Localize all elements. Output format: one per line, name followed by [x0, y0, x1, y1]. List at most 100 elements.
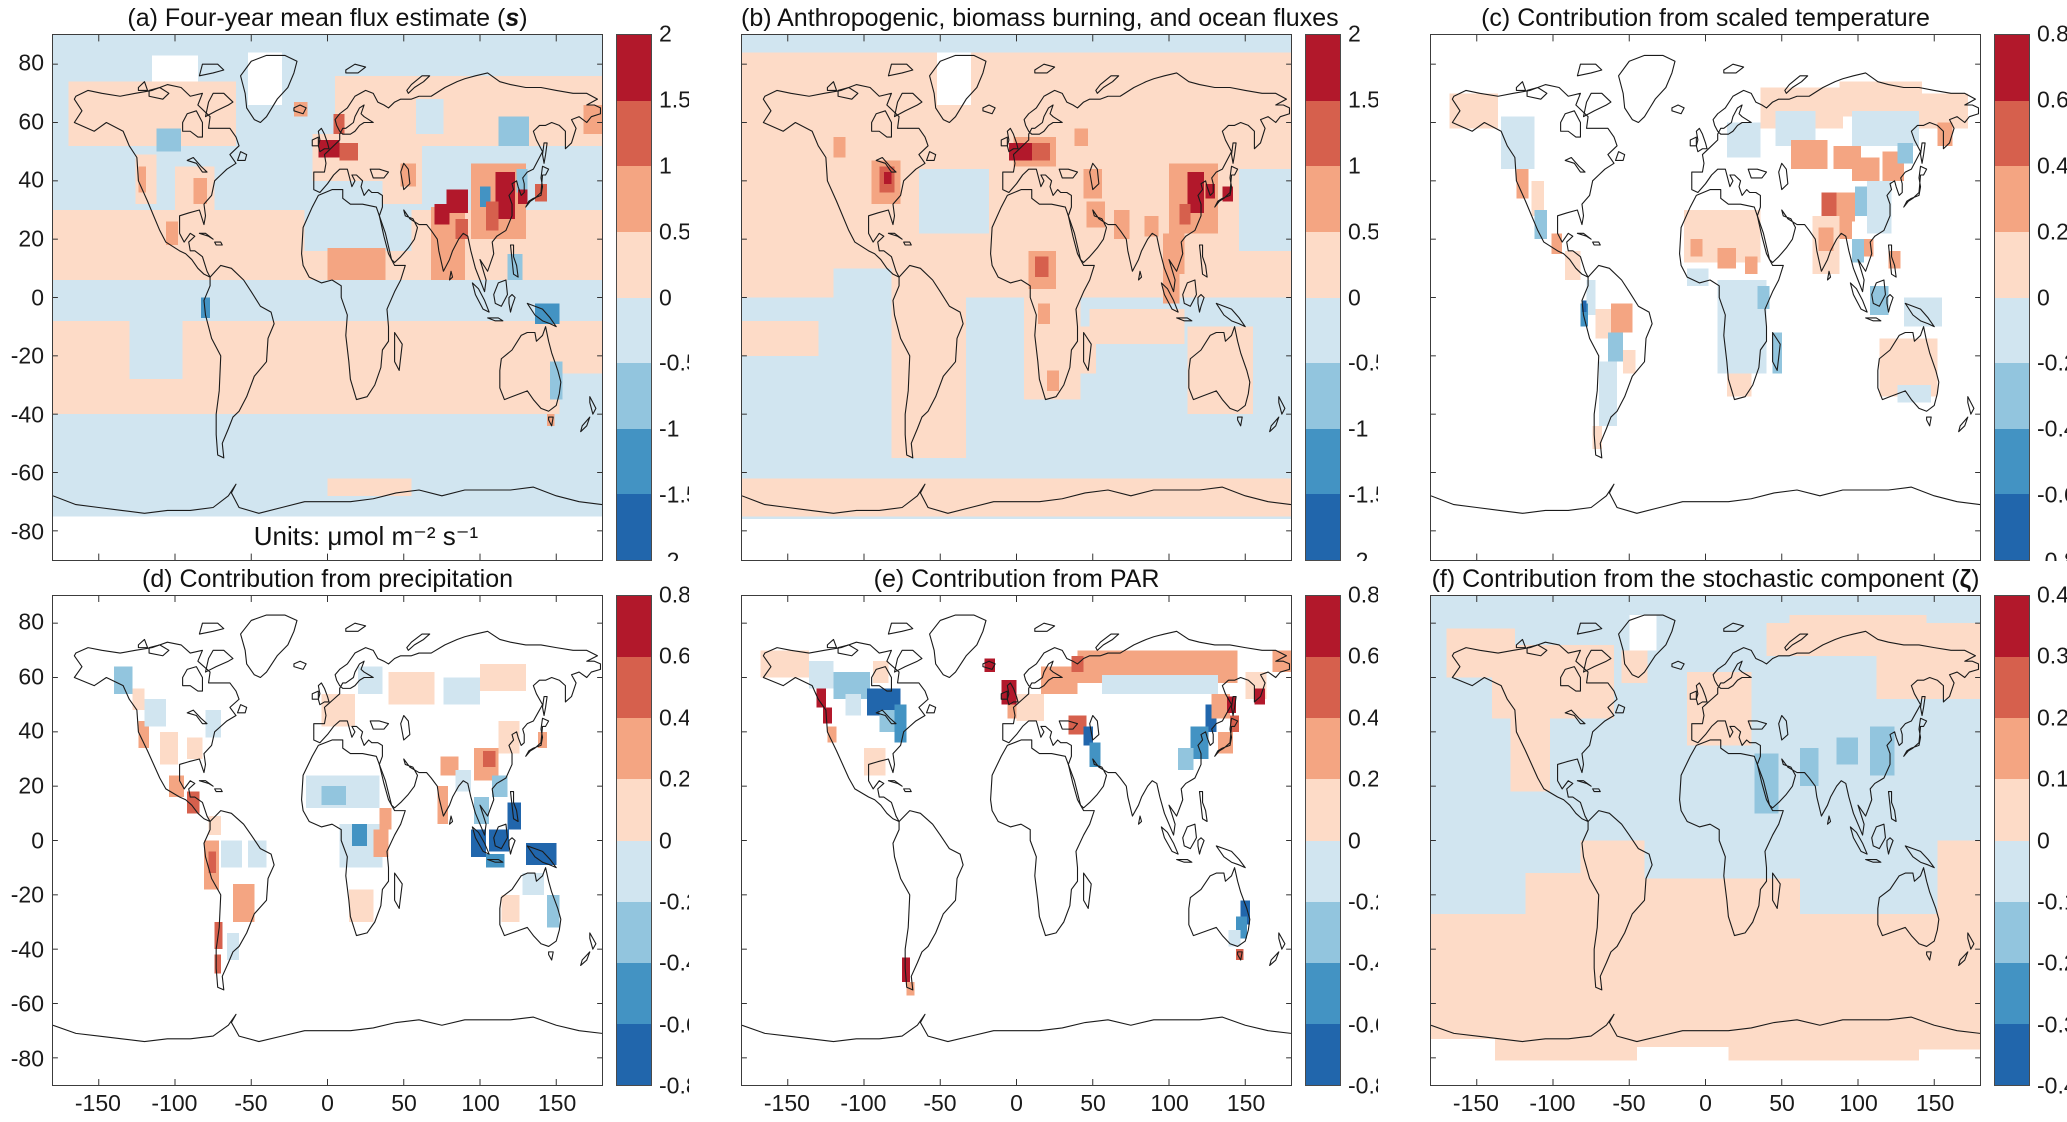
flux-cell [205, 710, 221, 738]
flux-cell [1836, 737, 1858, 765]
coastline-cuba [199, 781, 213, 786]
colorbar-tick-label: -0.8 [659, 1072, 689, 1099]
colorbar-segment [617, 100, 651, 167]
coastline-new-guinea [1216, 303, 1245, 326]
coastline-iceland [1672, 661, 1684, 669]
panel-d-x-axis-labels: -150 -100 -50 0 50 100 150 [52, 1086, 603, 1122]
colorbar-tick-label: 0.2 [1348, 765, 1378, 792]
colorbar-segment [617, 596, 651, 658]
flux-cell [208, 816, 221, 836]
coastline-new-zealand-south [1959, 952, 1968, 966]
coastline-hudson-bay [183, 667, 203, 691]
colorbar-segment [1306, 596, 1340, 658]
flux-cell [1726, 122, 1761, 158]
coastline-banks-island [827, 639, 836, 647]
flux-cell [1031, 142, 1051, 161]
flux-cell [1851, 110, 1919, 146]
coastline-newfoundland [1616, 152, 1625, 161]
flux-cell [1187, 172, 1205, 213]
flux-cell [1089, 742, 1101, 768]
coastline-ireland [1690, 137, 1696, 146]
y-axis-tick-label: -20 [10, 881, 44, 908]
coastline-baffin [895, 650, 922, 672]
coastline-new-zealand-north [1279, 933, 1285, 949]
coastline-sumatra [472, 283, 489, 312]
colorbar-segment [1306, 363, 1340, 429]
flux-cell [583, 105, 602, 135]
panel-e: (e) Contribution from PAR 0.8 0.6 0.4 0.2 0-… [689, 561, 1378, 1122]
panel-e-y-axis-labels [689, 595, 741, 1086]
flux-cell [1007, 704, 1020, 719]
coastline-sumatra [1161, 827, 1178, 854]
flux-cell [193, 177, 208, 205]
flux-cell [1790, 140, 1828, 170]
coastline-ellesmere [1577, 64, 1601, 76]
coastline-tasmania [549, 952, 554, 960]
coastline-svalbard [1035, 64, 1055, 73]
flux-cell [1854, 186, 1868, 216]
coastline-iceland [983, 105, 995, 114]
coastline-new-zealand-north [1968, 397, 1974, 415]
panel-b-y-axis-labels [689, 34, 741, 561]
flux-cell [1800, 748, 1819, 787]
flux-cell [1501, 116, 1535, 170]
coastline-new-zealand-north [1968, 933, 1974, 949]
y-axis-tick-label: 60 [18, 663, 44, 690]
coastline-victoria-island [838, 645, 858, 656]
colorbar-tick-label: -0.4 [2037, 415, 2067, 442]
panel-a-y-axis-labels: 80 60 40 20 0 -20 -40 -60 -80 [0, 34, 52, 561]
flux-cell [1516, 169, 1529, 199]
panel-e-title: (e) Contribution from PAR [741, 561, 1292, 595]
flux-cell [415, 99, 444, 135]
flux-cell [1690, 239, 1703, 257]
coastline-great-lakes [1565, 710, 1585, 724]
flux-cell [559, 373, 602, 429]
coastline-sakhalin [1921, 143, 1926, 163]
flux-cell [379, 807, 392, 830]
flux-cell [1230, 715, 1240, 732]
flux-cell [1236, 916, 1247, 939]
coastline-ellesmere [1577, 623, 1601, 634]
panel-a-map: Units: μmol m⁻² s⁻¹ [52, 34, 603, 561]
flux-cell [327, 247, 386, 280]
flux-cell [486, 854, 505, 868]
colorbar-segment [1306, 100, 1340, 167]
panel-d-colorbar-strip [616, 595, 652, 1086]
panel-e-colorbar: 0.8 0.6 0.4 0.2 0 -0.2 -0.4 -0.6 -0.8 [1292, 582, 1378, 1099]
flux-cell [902, 957, 910, 982]
coastline-philippines [1200, 792, 1208, 822]
colorbar-tick-label: 0.8 [2037, 20, 2067, 47]
panel-b-colorbar-strip [1305, 34, 1341, 561]
coastline-sri-lanka [1828, 816, 1831, 824]
coastline-sri-lanka [1139, 816, 1142, 824]
flux-cell [152, 55, 198, 82]
coastline-caspian-sea [1090, 716, 1099, 740]
x-axis-tick-label: 50 [391, 1090, 417, 1116]
flux-cell [742, 519, 1291, 560]
coastline-sakhalin [1921, 697, 1926, 716]
colorbar-tick-label: 0.1 [2037, 765, 2067, 792]
coastline-britain [1007, 683, 1018, 705]
coastline-novaya-zemlya [407, 634, 430, 650]
coastline-eurasia [1692, 631, 1979, 835]
coastline-britain [318, 683, 329, 705]
coastline-great-lakes [187, 158, 207, 173]
flux-cell [1205, 183, 1215, 199]
flux-cell [984, 658, 996, 673]
colorbar-tick-label: -0.2 [2037, 949, 2067, 976]
coastline-sumatra [1850, 283, 1867, 312]
flux-cell [507, 253, 523, 280]
coastline-sulawesi [509, 838, 515, 854]
coastline-novaya-zemlya [407, 76, 430, 94]
x-axis-tick-label: 100 [1839, 1090, 1878, 1116]
flux-cell [214, 954, 221, 974]
flux-cell [1492, 644, 1614, 719]
coastline-hispaniola [215, 789, 223, 792]
y-axis-tick-label: 40 [18, 166, 44, 193]
coastline-sri-lanka [1828, 271, 1831, 280]
flux-cell [187, 737, 203, 759]
coastline-java [1177, 860, 1192, 863]
flux-cell [1867, 180, 1892, 234]
coastline-svalbard [1724, 623, 1744, 631]
coastline-madagascar [1773, 333, 1781, 371]
